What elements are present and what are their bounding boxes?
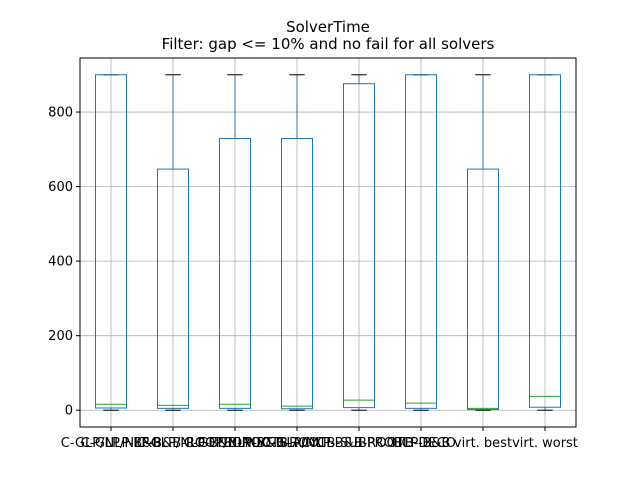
iqr-box bbox=[467, 168, 499, 410]
boxes bbox=[95, 74, 561, 411]
y-tick-label: 200 bbox=[48, 329, 73, 344]
box-8 bbox=[529, 74, 561, 411]
x-tick-label: C-GLP/NLP-B&B-ROOTBONLY bbox=[81, 436, 266, 451]
box-7 bbox=[467, 74, 499, 411]
y-tick-label: 400 bbox=[48, 255, 73, 270]
box-2 bbox=[157, 74, 189, 411]
box-1 bbox=[95, 74, 127, 411]
x-tick-label: C-GLP/NLP-B&B-ROOTB-SUBPROBL bbox=[184, 436, 411, 451]
x-tick-label: virt. best bbox=[454, 436, 512, 451]
box-6 bbox=[405, 74, 437, 411]
box-4 bbox=[281, 74, 313, 411]
y-tick-label: 600 bbox=[48, 180, 73, 195]
box-3 bbox=[219, 74, 251, 411]
iqr-box bbox=[219, 138, 251, 409]
iqr-box bbox=[343, 83, 375, 409]
x-tick-label: C-GLP/NLP-B&B bbox=[61, 436, 162, 451]
x-tick-label: virt. worst bbox=[512, 436, 578, 451]
iqr-box bbox=[529, 74, 561, 408]
chart-subtitle: Filter: gap <= 10% and no fail for all s… bbox=[162, 35, 495, 53]
iqr-box bbox=[95, 74, 127, 409]
iqr-box bbox=[405, 74, 437, 409]
y-tick-label: 800 bbox=[48, 106, 73, 121]
x-axis: C-GLP/NLP-B&BC-GLP/NLP-B&B-ROOTBONLYC-GL… bbox=[61, 427, 578, 451]
y-tick-label: 0 bbox=[65, 404, 73, 419]
plot-frame bbox=[79, 57, 577, 428]
box-5 bbox=[343, 74, 375, 411]
x-tick-label: C-GLP/NLP-B&B-ROOTB-DECO bbox=[262, 436, 456, 451]
iqr-box bbox=[157, 168, 189, 409]
grid bbox=[80, 58, 576, 427]
y-axis: 0 200 400 600 800 bbox=[48, 106, 80, 419]
chart-title: SolverTime bbox=[286, 18, 370, 36]
x-tick-label: C-GLP/NLP-B&B-ROOTB-ACYCL bbox=[136, 436, 334, 451]
x-tick-label: HCP-B&B bbox=[392, 436, 451, 451]
iqr-box bbox=[281, 138, 313, 410]
